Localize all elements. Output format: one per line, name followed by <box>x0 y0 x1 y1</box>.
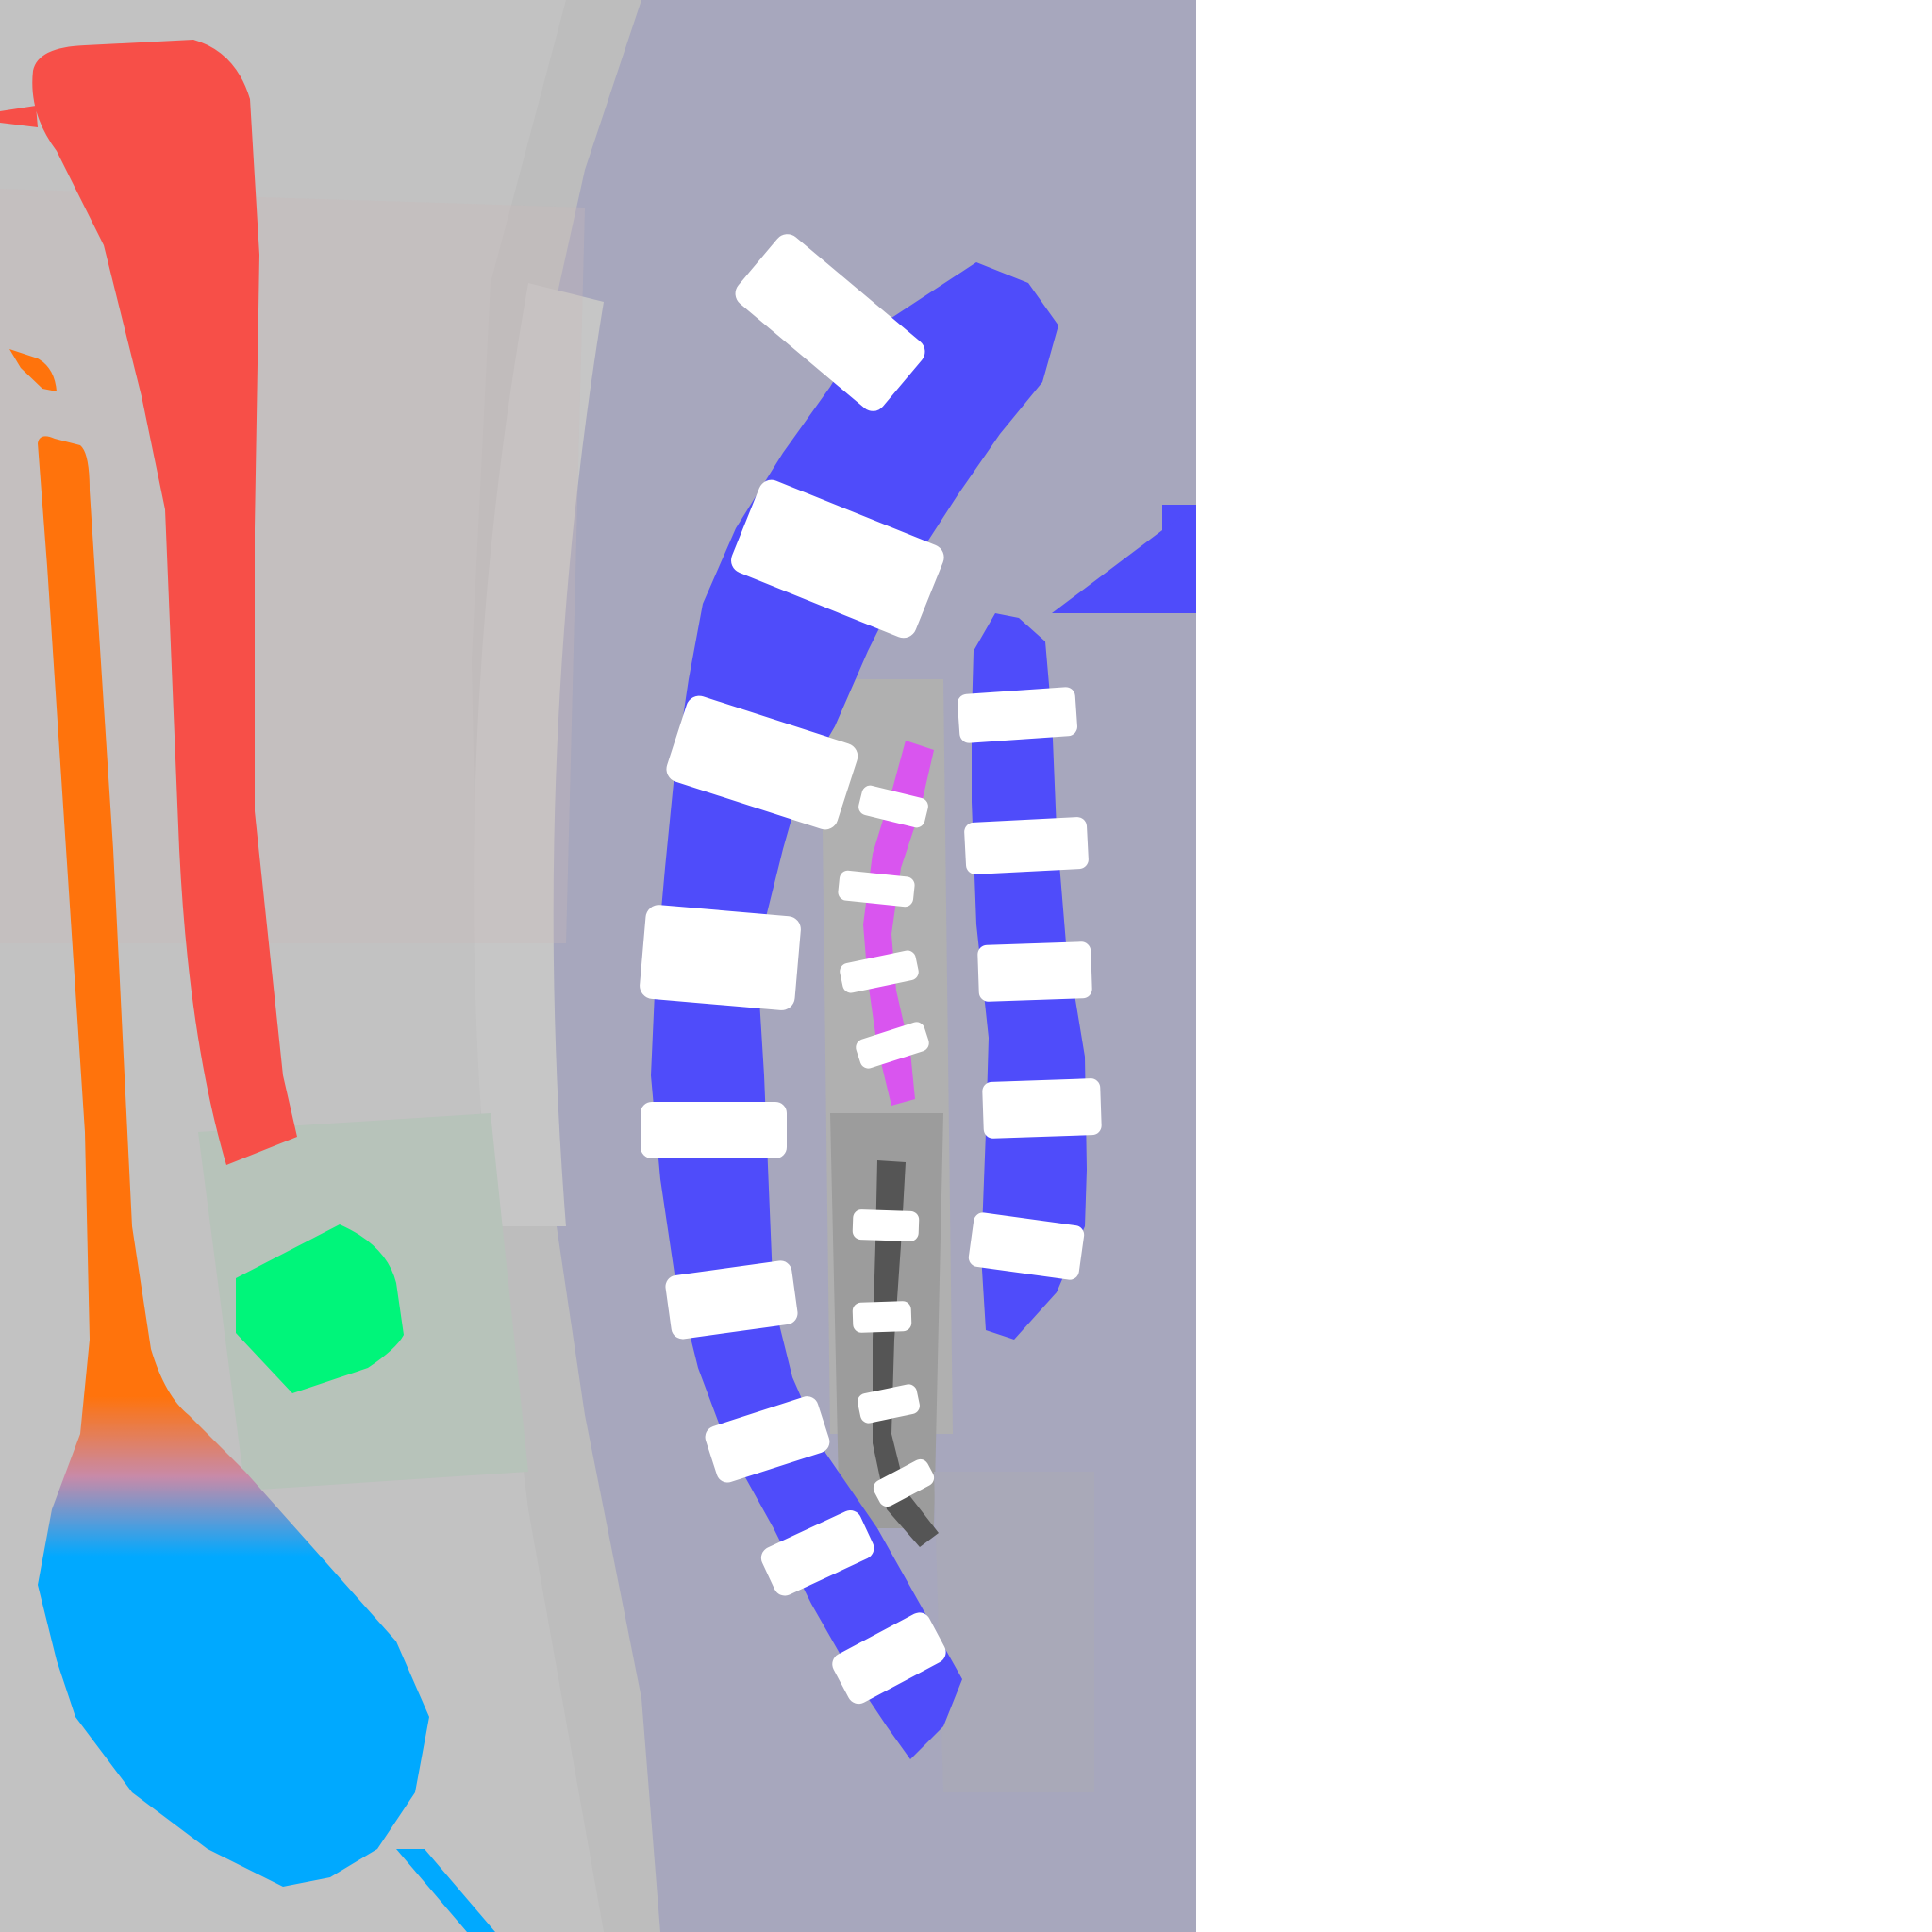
white-bands-dark-chain <box>852 1209 935 1507</box>
white-band <box>977 941 1092 1002</box>
white-bands-blue-chain <box>640 234 946 1705</box>
magenta-chain <box>863 741 934 1106</box>
white-band <box>705 1396 830 1483</box>
white-band <box>666 695 858 830</box>
red-bone-island <box>32 40 298 1165</box>
white-band <box>968 1212 1085 1280</box>
red-bone-tip <box>0 106 38 127</box>
orange-cyan-bone-island <box>38 436 429 1888</box>
white-band <box>640 905 801 1010</box>
white-band <box>760 1509 874 1596</box>
white-band <box>852 1301 912 1333</box>
orange-bone-tip <box>9 349 57 391</box>
white-band <box>856 1022 929 1069</box>
padding-bleed-lower-band <box>934 1472 1094 1792</box>
white-band <box>858 785 928 828</box>
white-band <box>665 1260 798 1340</box>
cyan-corner-sliver <box>396 1849 495 1932</box>
white-bands-inner-right-chain <box>958 687 1102 1280</box>
white-bands-magenta-chain <box>838 785 929 1069</box>
white-band <box>735 234 925 411</box>
white-band <box>832 1612 946 1705</box>
white-band <box>982 1078 1102 1139</box>
empty-canvas-area <box>1196 0 1932 1932</box>
white-band <box>838 870 915 908</box>
white-band <box>852 1209 920 1241</box>
white-band <box>641 1102 787 1158</box>
blue-wedge <box>1052 505 1196 613</box>
dark-chain <box>873 1160 939 1547</box>
white-band <box>840 950 919 993</box>
white-band <box>873 1458 935 1507</box>
white-band <box>731 479 944 639</box>
padding-bleed-light-arc <box>474 283 604 1226</box>
green-patch-island <box>236 1224 404 1393</box>
white-band <box>858 1384 920 1424</box>
white-band <box>958 687 1077 743</box>
blue-chain-outer <box>651 262 1058 1759</box>
white-band <box>964 817 1089 874</box>
